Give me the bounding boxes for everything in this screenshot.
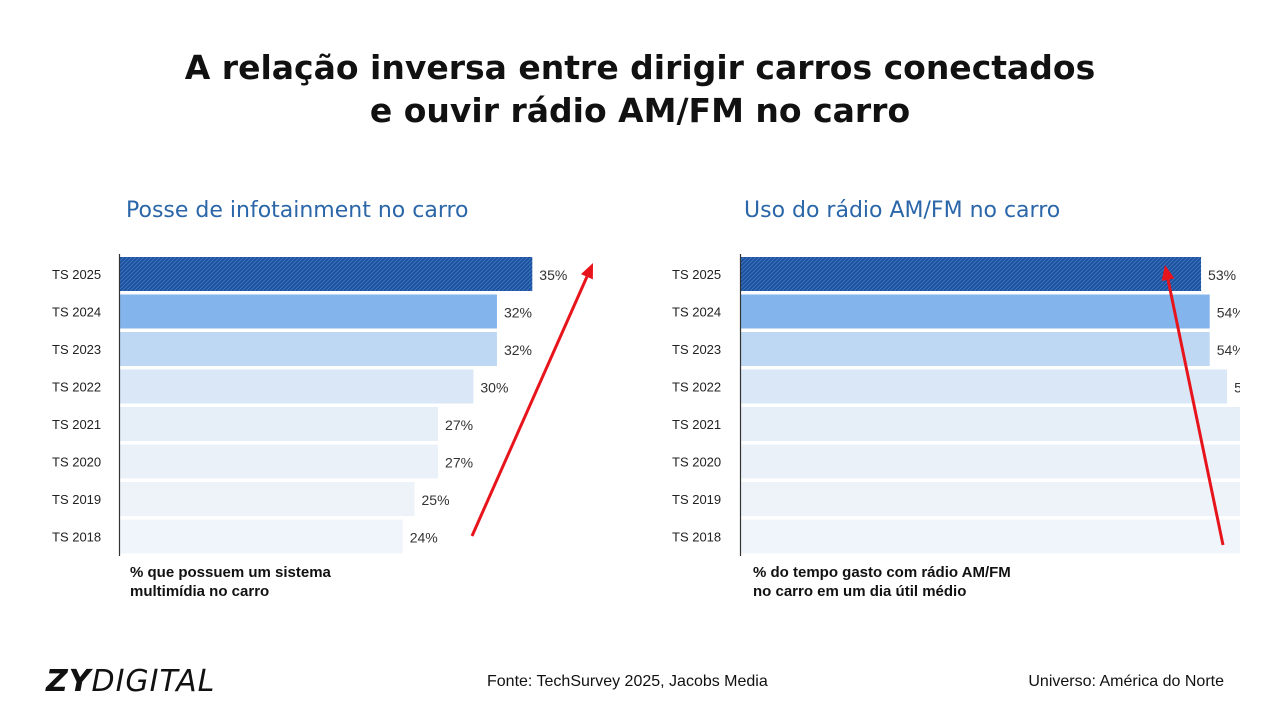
data-label: 53% [1208,267,1236,283]
caption-line-2: multimídia no carro [130,583,270,600]
bar-ts-2021 [120,407,439,441]
chart-radio: TS 2025 53% TS 2024 54% TS 2023 54% TS 2022 56%… [672,254,1240,556]
data-label: 56% [1234,380,1240,396]
data-label: 54% [1217,342,1240,358]
universe-note: Universo: América do Norte [1028,673,1224,690]
category-label: TS 2025 [52,267,101,282]
caption-line-1: % do tempo gasto com rádio AM/FM [753,564,1011,581]
category-label: TS 2022 [672,380,721,395]
bar-ts-2022 [120,369,474,404]
bar-ts-2023 [120,332,497,366]
category-label: TS 2024 [52,305,101,320]
category-label: TS 2019 [672,492,721,507]
category-label: TS 2021 [672,417,721,432]
bar-ts-2019 [741,482,1240,516]
chart-infotainment: TS 2025 35% TS 2024 32% TS 2023 32% TS 2022 30%… [52,254,593,556]
bar-ts-2022 [741,369,1228,404]
bar-ts-2020 [120,444,439,479]
category-label: TS 2023 [672,342,721,357]
logo-rest: DIGITAL [91,664,216,699]
chart-title-radio: Uso do rádio AM/FM no carro [744,198,1061,223]
bar-ts-2019 [120,482,415,516]
caption-infotainment: % que possuem um sistema multimídia no c… [130,563,430,601]
page-title: A relação inversa entre dirigir carros c… [0,46,1280,132]
source-note: Fonte: TechSurvey 2025, Jacobs Media [487,673,768,690]
category-label: TS 2020 [52,455,101,470]
category-label: TS 2020 [672,455,721,470]
category-label: TS 2025 [672,267,721,282]
bar-ts-2021 [741,407,1240,441]
bar-ts-2020 [741,444,1240,479]
caption-line-2: no carro em um dia útil médio [753,583,967,600]
bar-ts-2018 [741,519,1240,554]
data-label: 25% [422,492,450,508]
zydigital-logo: ZYDIGITAL [46,664,215,699]
category-label: TS 2021 [52,417,101,432]
trend-arrow [470,276,589,537]
logo-bold: ZY [46,664,92,699]
data-label: 54% [1217,305,1240,321]
data-label: 24% [410,530,438,546]
category-label: TS 2018 [672,530,721,545]
data-label: 30% [480,380,508,396]
data-label: 32% [504,305,532,321]
title-line-1: A relação inversa entre dirigir carros c… [184,48,1096,87]
chart-title-infotainment: Posse de infotainment no carro [126,198,469,223]
category-label: TS 2024 [672,305,721,320]
trend-arrow-head [1161,265,1175,282]
data-label: 27% [445,417,473,433]
bar-ts-2025 [120,257,533,291]
category-label: TS 2022 [52,380,101,395]
category-label: TS 2019 [52,492,101,507]
data-label: 27% [445,455,473,471]
category-label: TS 2018 [52,530,101,545]
bar-ts-2025 [741,257,1202,291]
caption-line-1: % que possuem um sistema [130,564,331,581]
data-label: 32% [504,342,532,358]
bar-ts-2024 [741,294,1210,329]
bar-ts-2023 [741,332,1210,366]
title-line-2: e ouvir rádio AM/FM no carro [369,91,911,130]
bar-ts-2018 [120,519,403,554]
trend-arrow-head [580,263,593,280]
data-label: 35% [539,267,567,283]
caption-radio: % do tempo gasto com rádio AM/FM no carr… [753,563,1093,601]
category-label: TS 2023 [52,342,101,357]
trend-arrow [1166,279,1225,546]
bar-ts-2024 [120,294,497,329]
